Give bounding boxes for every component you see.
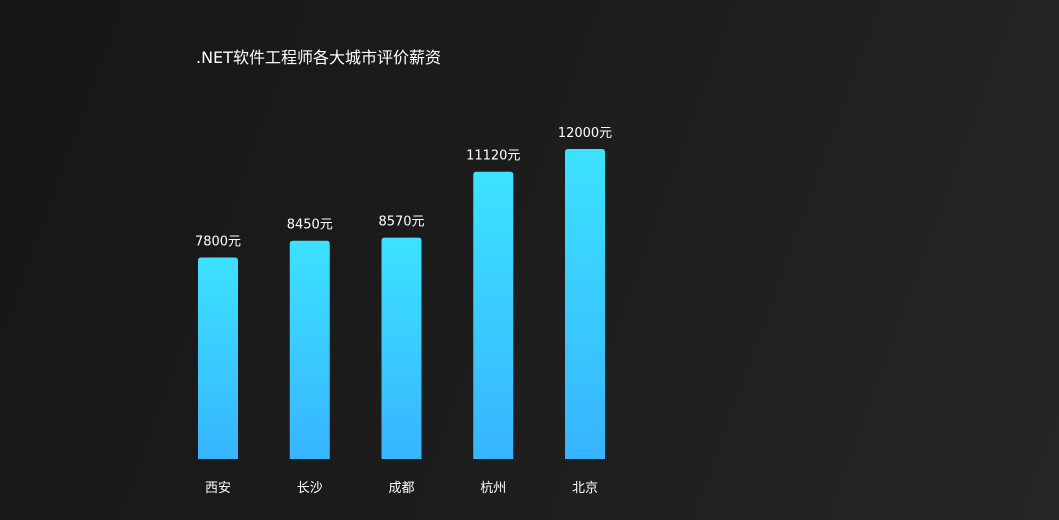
category-label-0: 西安 (205, 481, 231, 496)
category-labels-group: 西安 长沙 成都 杭州 北京 (205, 481, 598, 496)
category-label-3: 杭州 (480, 481, 506, 496)
bar-value-label-0: 7800元 (195, 235, 241, 250)
bar-1 (290, 241, 330, 459)
bar-value-label-4: 12000元 (558, 126, 612, 141)
bar-3 (473, 172, 513, 459)
category-label-1: 长沙 (297, 481, 323, 496)
bars-group (198, 149, 605, 459)
value-labels-group: 7800元 8450元 8570元 11120元 12000元 (195, 126, 612, 250)
bar-value-label-2: 8570元 (378, 215, 424, 230)
bar-value-label-3: 11120元 (466, 149, 520, 164)
category-label-2: 成都 (388, 481, 414, 496)
bar-4 (565, 149, 605, 459)
bar-value-label-1: 8450元 (287, 218, 333, 233)
category-label-4: 北京 (572, 481, 598, 496)
bar-2 (382, 238, 422, 459)
bar-0 (198, 258, 238, 460)
